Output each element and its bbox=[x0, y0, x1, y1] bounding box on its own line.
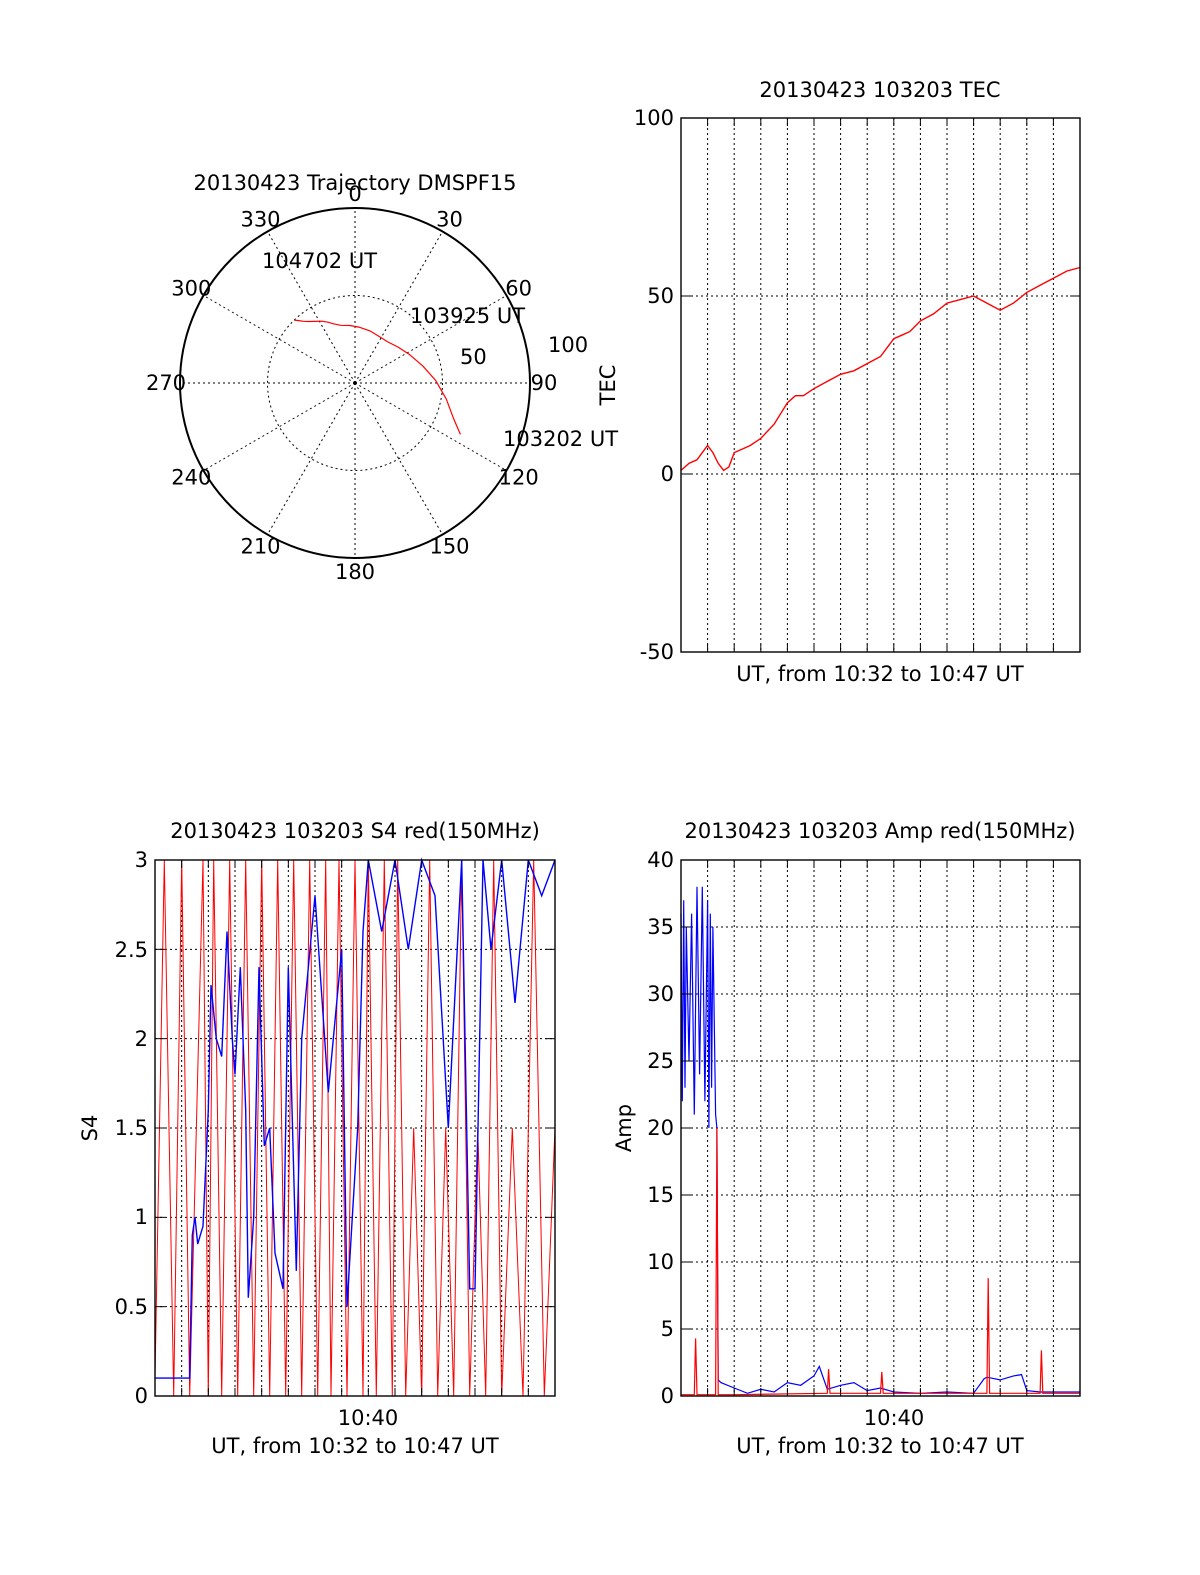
polar-spoke bbox=[354, 295, 507, 384]
y-tick-label: 2.5 bbox=[115, 938, 148, 962]
polar-spoke bbox=[354, 382, 507, 471]
polar-spoke bbox=[267, 382, 356, 535]
s4-grid bbox=[155, 860, 555, 1396]
amp-y-axis-label: Amp bbox=[612, 1104, 636, 1152]
polar-spoke bbox=[354, 231, 443, 384]
polar-spokes bbox=[180, 208, 530, 558]
polar-trajectory-panel: 20130423 Trajectory DMSPF15 0 30 60 90 120 15… bbox=[146, 171, 618, 584]
amp-red-series-line bbox=[681, 1127, 1080, 1396]
s4-x-tick-label: 10:40 bbox=[338, 1406, 399, 1430]
y-tick-label: 5 bbox=[661, 1317, 674, 1341]
y-tick-label: 0 bbox=[135, 1384, 148, 1408]
s4-x-axis-label: UT, from 10:32 to 10:47 UT bbox=[211, 1434, 499, 1458]
trajectory-line bbox=[294, 319, 461, 435]
polar-angle-label: 90 bbox=[531, 371, 558, 395]
polar-radius-label-50: 50 bbox=[460, 345, 487, 369]
amp-x-axis-label: UT, from 10:32 to 10:47 UT bbox=[736, 1434, 1024, 1458]
polar-angle-label: 30 bbox=[436, 207, 463, 231]
y-tick-label: 1 bbox=[135, 1205, 148, 1229]
tec-x-axis-label: UT, from 10:32 to 10:47 UT bbox=[736, 662, 1024, 686]
y-tick-label: 2 bbox=[135, 1027, 148, 1051]
polar-angle-labels: 0 30 60 90 120 150 180 210 240 270 300 330 bbox=[146, 182, 557, 584]
polar-spoke bbox=[203, 382, 356, 471]
tec-ticks bbox=[681, 117, 1080, 653]
trajectory-label-start: 103202 UT bbox=[503, 427, 618, 451]
amp-ticks bbox=[681, 859, 1080, 1397]
polar-angle-label: 60 bbox=[505, 277, 532, 301]
amp-plot-frame bbox=[680, 859, 1081, 1397]
tec-plot-frame bbox=[680, 117, 1081, 653]
amp-title: 20130423 103203 Amp red(150MHz) bbox=[684, 819, 1075, 843]
amp-grid bbox=[681, 860, 1080, 1396]
tec-y-axis-label: TEC bbox=[596, 365, 620, 407]
y-tick-label: 35 bbox=[647, 915, 674, 939]
polar-angle-label: 330 bbox=[240, 207, 280, 231]
tec-title: 20130423 103203 TEC bbox=[759, 78, 1000, 102]
y-tick-label: 0 bbox=[661, 462, 674, 486]
polar-outer-ring bbox=[179, 207, 531, 559]
s4-blue-series-line bbox=[155, 857, 556, 1379]
polar-angle-label: 120 bbox=[499, 466, 539, 490]
polar-radius-label-100: 100 bbox=[548, 333, 588, 357]
y-tick-label: 25 bbox=[647, 1049, 674, 1073]
tec-series-line bbox=[680, 266, 1081, 472]
polar-spoke bbox=[203, 295, 356, 384]
tec-grid bbox=[681, 118, 1080, 652]
s4-red-series-line bbox=[154, 859, 556, 1397]
polar-spoke bbox=[354, 382, 443, 535]
y-tick-label: 0 bbox=[661, 1384, 674, 1408]
y-tick-label: 20 bbox=[647, 1116, 674, 1140]
trajectory-label-mid: 103925 UT bbox=[410, 304, 525, 328]
tec-panel: 20130423 103203 TEC -50 0 50 100 TEC UT,… bbox=[596, 78, 1081, 686]
y-tick-label: 30 bbox=[647, 982, 674, 1006]
s4-title: 20130423 103203 S4 red(150MHz) bbox=[170, 819, 540, 843]
y-tick-label: 0.5 bbox=[115, 1295, 148, 1319]
amp-panel: 20130423 103203 Amp red(150MHz) 0 5 10 1… bbox=[612, 819, 1081, 1458]
polar-angle-label: 300 bbox=[171, 277, 211, 301]
polar-angle-label: 150 bbox=[429, 535, 469, 559]
polar-angle-label: 270 bbox=[146, 371, 186, 395]
s4-panel: 20130423 103203 S4 red(150MHz) 0 0.5 1 1… bbox=[78, 819, 556, 1458]
y-tick-label: 10 bbox=[647, 1250, 674, 1274]
y-tick-label: 100 bbox=[634, 106, 674, 130]
s4-y-tick-labels: 0 0.5 1 1.5 2 2.5 3 bbox=[115, 848, 148, 1408]
polar-angle-label: 0 bbox=[348, 182, 361, 206]
y-tick-label: -50 bbox=[640, 640, 674, 664]
polar-title: 20130423 Trajectory DMSPF15 bbox=[193, 171, 516, 195]
y-tick-label: 50 bbox=[647, 284, 674, 308]
y-tick-label: 3 bbox=[135, 848, 148, 872]
y-tick-label: 15 bbox=[647, 1183, 674, 1207]
amp-y-tick-labels: 0 5 10 15 20 25 30 35 40 bbox=[647, 848, 674, 1408]
polar-angle-label: 240 bbox=[171, 466, 211, 490]
polar-inner-ring bbox=[267, 295, 443, 471]
s4-y-axis-label: S4 bbox=[78, 1115, 102, 1142]
amp-x-tick-label: 10:40 bbox=[864, 1406, 925, 1430]
y-tick-label: 1.5 bbox=[115, 1116, 148, 1140]
amp-blue-series-line bbox=[680, 886, 1080, 1394]
tec-y-tick-labels: -50 0 50 100 bbox=[634, 106, 674, 664]
y-tick-label: 40 bbox=[647, 848, 674, 872]
polar-spoke bbox=[267, 231, 356, 384]
s4-plot-frame bbox=[154, 859, 556, 1397]
trajectory-label-end: 104702 UT bbox=[262, 249, 377, 273]
polar-angle-label: 210 bbox=[240, 535, 280, 559]
polar-angle-label: 180 bbox=[335, 560, 375, 584]
